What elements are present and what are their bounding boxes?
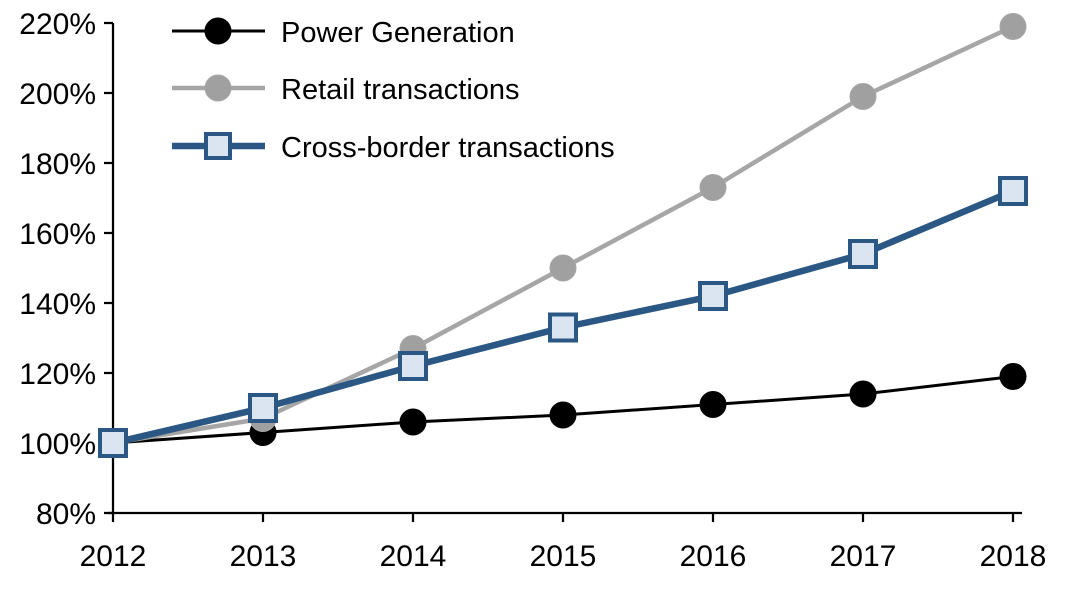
y-tick-label: 80% <box>36 498 96 531</box>
x-tick-label: 2017 <box>830 540 897 573</box>
legend-marker-retail-transactions <box>204 74 232 102</box>
marker-cross-border-transactions <box>398 351 428 381</box>
legend-marker-power-generation <box>204 17 232 45</box>
y-tick-label: 160% <box>19 218 96 251</box>
legend-item-retail-transactions: Retail transactions <box>172 74 520 106</box>
marker-power-generation <box>999 363 1027 390</box>
marker-cross-border-transactions <box>698 281 728 311</box>
x-tick-label: 2015 <box>530 540 597 573</box>
marker-cross-border-transactions <box>98 428 128 458</box>
legend-marker-cross-border-transactions <box>204 132 232 160</box>
x-tick-label: 2013 <box>230 540 297 573</box>
marker-retail-transactions <box>699 174 727 201</box>
y-tick-label: 100% <box>19 428 96 461</box>
legend-item-cross-border-transactions: Cross-border transactions <box>172 132 615 164</box>
marker-power-generation <box>699 391 727 418</box>
legend-item-power-generation: Power Generation <box>172 17 515 49</box>
marker-power-generation <box>849 380 877 408</box>
x-tick-label: 2016 <box>680 540 747 573</box>
marker-retail-transactions <box>849 83 877 110</box>
marker-power-generation <box>549 401 577 429</box>
x-tick-label: 2018 <box>980 540 1047 573</box>
y-tick-label: 220% <box>19 8 96 41</box>
marker-cross-border-transactions <box>248 393 278 423</box>
marker-power-generation <box>399 408 427 436</box>
x-tick-label: 2014 <box>380 540 447 573</box>
x-tick-label: 2012 <box>80 540 147 573</box>
legend-label-cross-border-transactions: Cross-border transactions <box>281 132 615 164</box>
legend-label-retail-transactions: Retail transactions <box>281 74 520 106</box>
marker-retail-transactions <box>549 254 577 282</box>
marker-cross-border-transactions <box>548 312 578 343</box>
y-tick-label: 200% <box>19 78 96 111</box>
y-tick-label: 180% <box>19 148 96 181</box>
y-tick-label: 120% <box>19 358 96 391</box>
marker-retail-transactions <box>999 13 1027 40</box>
marker-cross-border-transactions <box>848 239 878 269</box>
marker-cross-border-transactions <box>998 176 1028 206</box>
legend-label-power-generation: Power Generation <box>281 17 515 49</box>
y-tick-label: 140% <box>19 288 96 321</box>
